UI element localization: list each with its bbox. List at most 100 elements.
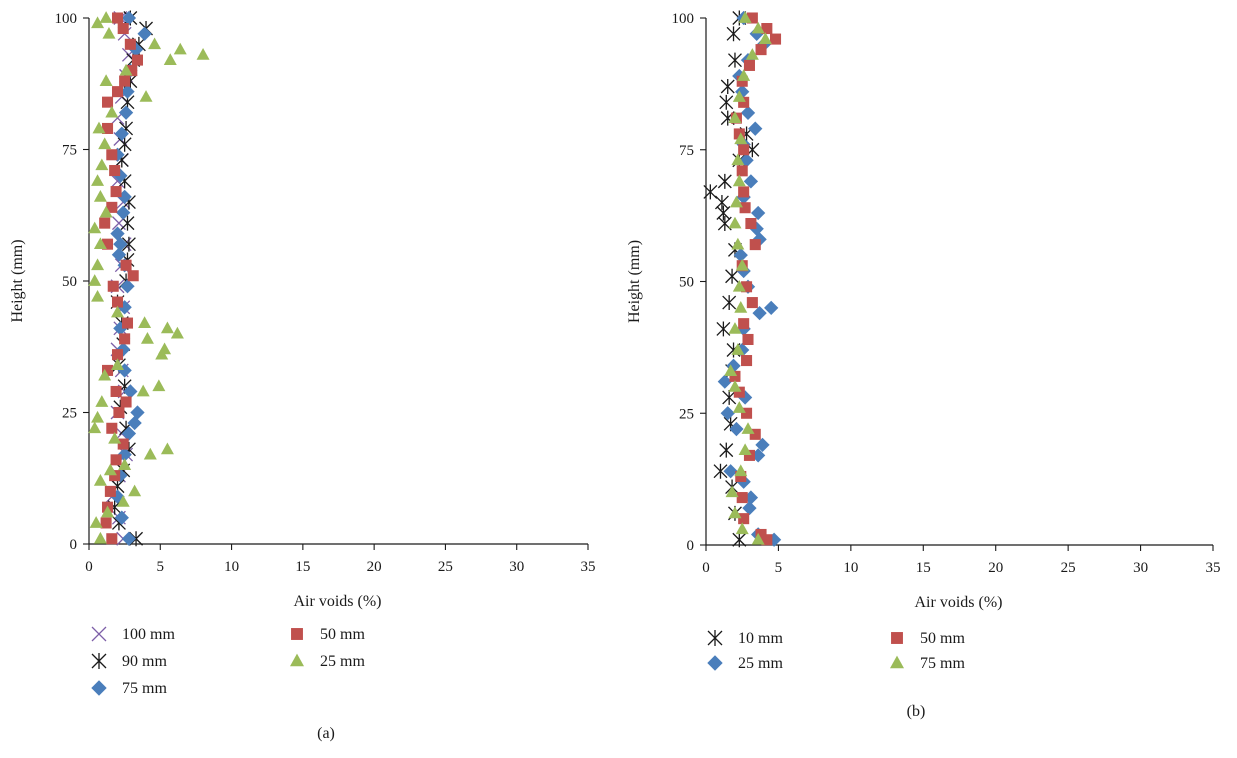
data-point — [110, 226, 125, 241]
data-point — [120, 279, 135, 294]
legend-label: 10 mm — [738, 630, 783, 647]
data-point — [732, 279, 746, 292]
x-tick-label: 5 — [775, 560, 783, 576]
data-point — [111, 349, 124, 361]
data-point — [739, 153, 754, 168]
y-tick-label: 50 — [62, 274, 77, 290]
data-point — [733, 386, 745, 398]
legend-marker — [91, 652, 107, 670]
data-point — [196, 47, 210, 60]
data-point — [733, 248, 748, 263]
data-point — [749, 239, 761, 251]
x-tick-label: 15 — [295, 559, 310, 575]
data-point — [731, 237, 745, 250]
data-point — [118, 458, 132, 470]
legend-item: 50 mm — [291, 626, 365, 643]
data-point — [110, 385, 122, 397]
data-point — [91, 174, 105, 186]
x-tick-label: 10 — [224, 559, 239, 575]
data-point — [111, 12, 124, 24]
data-point — [752, 305, 767, 321]
data-point — [741, 281, 753, 293]
data-point — [102, 96, 114, 108]
x-tick-label: 30 — [1133, 560, 1148, 576]
data-point — [95, 158, 109, 171]
data-point — [739, 202, 751, 214]
data-point — [724, 364, 738, 376]
data-point — [719, 442, 734, 458]
legend-marker — [707, 629, 723, 647]
data-point — [91, 410, 105, 423]
legend-item: 25 mm — [707, 655, 783, 672]
data-point — [736, 75, 748, 87]
legend-label: 25 mm — [320, 653, 365, 670]
data-point — [736, 492, 748, 504]
data-point — [109, 470, 121, 482]
data-point — [116, 205, 131, 220]
data-point — [731, 153, 745, 166]
legend: 100 mm 90 mm 75 mm 50 mm 25 mm — [91, 626, 365, 697]
data-point — [770, 33, 782, 45]
x-tick-label: 35 — [1206, 560, 1221, 576]
legend-marker — [890, 655, 904, 669]
data-point — [119, 75, 131, 87]
data-point — [713, 463, 728, 479]
data-point — [99, 217, 111, 229]
data-point — [110, 454, 122, 466]
data-point — [113, 237, 128, 252]
y-axis-title: Height (mm) — [626, 240, 643, 323]
data-point — [92, 121, 106, 134]
data-point — [755, 528, 767, 540]
x-tick-label: 0 — [702, 560, 710, 576]
data-point — [121, 531, 137, 546]
legend-item: 50 mm — [891, 630, 965, 647]
data-point — [91, 16, 105, 29]
data-point — [738, 144, 750, 156]
data-point — [152, 379, 166, 392]
x-tick-label: 20 — [988, 560, 1003, 576]
data-point — [139, 90, 153, 102]
data-point — [120, 259, 132, 271]
data-point — [102, 26, 116, 39]
data-point — [89, 516, 103, 528]
data-point — [173, 42, 187, 55]
series-75-mm — [110, 10, 152, 546]
data-point — [114, 126, 129, 141]
data-point — [113, 468, 128, 483]
data-point — [723, 464, 738, 479]
data-point — [733, 128, 745, 140]
legend-item: 10 mm — [707, 629, 783, 647]
data-point — [114, 510, 129, 525]
y-tick-label: 25 — [62, 406, 77, 422]
data-point — [728, 380, 742, 392]
data-point — [728, 322, 742, 334]
data-point — [720, 79, 735, 94]
data-point — [717, 374, 732, 389]
x-axis-title: Air voids (%) — [294, 593, 382, 610]
data-point — [110, 186, 122, 198]
panel-label: (a) — [317, 725, 335, 742]
data-point — [93, 531, 107, 544]
data-point — [91, 258, 105, 271]
data-point — [741, 355, 753, 367]
data-point — [722, 389, 737, 405]
y-tick-label: 25 — [679, 406, 694, 422]
data-point — [745, 48, 759, 60]
data-point — [761, 534, 773, 546]
data-point — [100, 517, 112, 529]
data-point — [111, 86, 124, 98]
data-point — [735, 258, 749, 271]
data-point — [758, 32, 772, 44]
x-tick-label: 20 — [367, 559, 382, 575]
data-point — [106, 201, 118, 213]
data-point — [738, 96, 750, 108]
data-point — [746, 12, 758, 24]
data-point — [736, 165, 748, 177]
data-point — [107, 280, 119, 292]
data-point — [751, 532, 765, 545]
data-point — [124, 38, 136, 50]
legend-item: 75 mm — [91, 680, 167, 697]
data-point — [749, 221, 764, 236]
data-point — [93, 237, 107, 250]
data-point — [714, 194, 729, 210]
